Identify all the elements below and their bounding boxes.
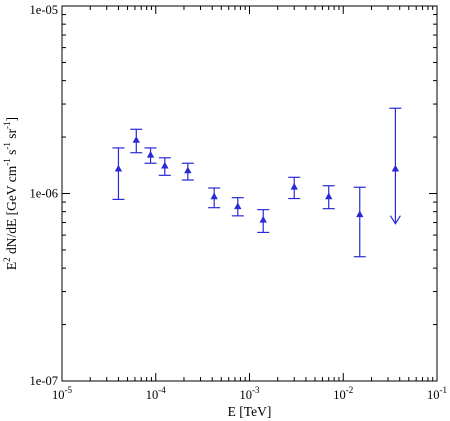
y-tick-label: 1e-06 bbox=[30, 187, 58, 201]
data-point-3 bbox=[144, 147, 157, 164]
triangle-marker bbox=[161, 161, 169, 169]
data-point-1 bbox=[112, 147, 125, 201]
data-point-8 bbox=[257, 209, 270, 234]
y-tick-label: 1e-05 bbox=[30, 3, 58, 17]
data-point-6 bbox=[208, 187, 221, 209]
data-point-12 bbox=[389, 107, 402, 225]
triangle-marker bbox=[114, 164, 123, 172]
y-tick-label: 1e-07 bbox=[30, 374, 58, 388]
upper-limit-arrow bbox=[389, 215, 401, 225]
triangle-marker bbox=[356, 210, 364, 218]
data-point-2 bbox=[130, 128, 143, 154]
y-axis-title: E2 dN/dE [GeV cm-1 s-1 sr-1] bbox=[2, 117, 19, 270]
x-tick-label: 10-2 bbox=[333, 385, 353, 402]
data-point-7 bbox=[231, 197, 244, 217]
triangle-marker bbox=[234, 202, 242, 210]
triangle-marker bbox=[184, 166, 192, 174]
x-tick-label: 10-5 bbox=[52, 385, 72, 402]
triangle-marker bbox=[391, 164, 400, 172]
data-point-5 bbox=[181, 162, 194, 181]
triangle-marker bbox=[132, 136, 140, 143]
data-point-11 bbox=[353, 186, 366, 258]
data-point-9 bbox=[288, 176, 301, 200]
data-point-10 bbox=[322, 185, 335, 210]
ticks bbox=[61, 5, 438, 382]
triangle-marker bbox=[325, 192, 333, 200]
x-tick-label: 10-4 bbox=[146, 385, 166, 402]
triangle-marker bbox=[210, 192, 218, 200]
x-tick-label: 10-1 bbox=[427, 385, 447, 402]
triangle-marker bbox=[290, 182, 298, 190]
x-tick-label: 10-3 bbox=[240, 385, 260, 402]
triangle-marker bbox=[259, 215, 267, 223]
data-point-4 bbox=[158, 157, 171, 176]
x-axis-title: E [TeV] bbox=[228, 404, 272, 419]
data-points bbox=[112, 107, 402, 258]
tick-labels: 10-5 10-4 10-3 10-2 10-1 1e-07 1e-06 1e-05 bbox=[30, 3, 447, 402]
triangle-marker bbox=[146, 150, 155, 158]
